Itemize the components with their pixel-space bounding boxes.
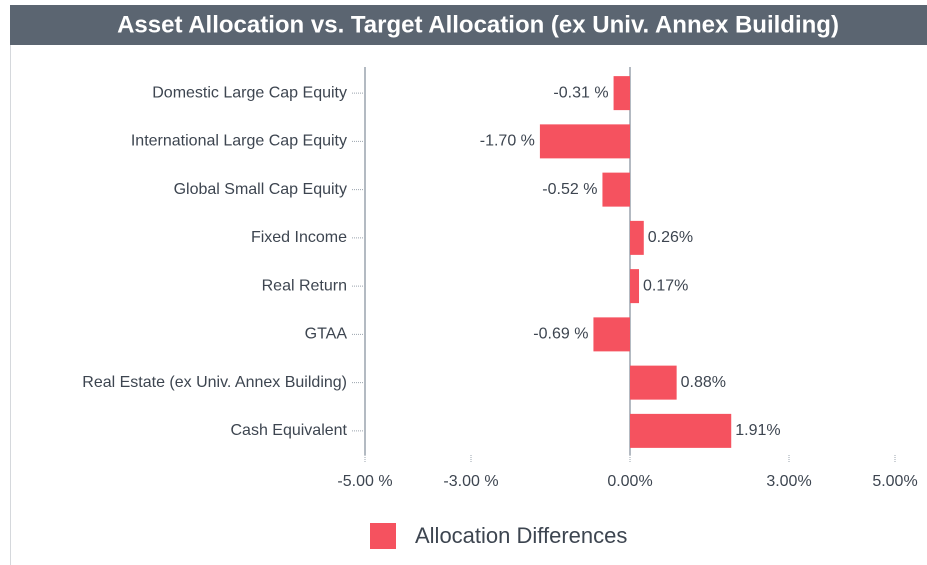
y-tick-label: GTAA — [305, 326, 348, 343]
title-bar — [10, 5, 927, 45]
x-tick-label: 3.00% — [766, 473, 811, 490]
data-label: -1.70 % — [480, 133, 535, 150]
bar — [630, 269, 640, 304]
bar — [539, 124, 630, 159]
data-label: -0.69 % — [533, 326, 588, 343]
bar — [630, 413, 732, 448]
bar — [602, 172, 630, 207]
bar — [630, 220, 644, 255]
bar — [630, 365, 677, 400]
data-label: 1.91% — [735, 422, 780, 439]
y-tick-label: Global Small Cap Equity — [174, 181, 347, 198]
chart-title: Asset Allocation vs. Target Allocation (… — [117, 11, 839, 38]
y-tick-label: Fixed Income — [251, 229, 347, 246]
data-label: 0.17% — [643, 277, 688, 294]
y-tick-label: Domestic Large Cap Equity — [152, 84, 347, 101]
x-tick-label: -5.00 % — [337, 473, 392, 490]
data-label: -0.31 % — [553, 84, 608, 101]
y-tick-label: Cash Equivalent — [230, 422, 347, 439]
legend-label: Allocation Differences — [415, 523, 627, 548]
y-tick-label: Real Estate (ex Univ. Annex Building) — [82, 374, 347, 391]
data-label: 0.26% — [648, 229, 693, 246]
y-tick-label: International Large Cap Equity — [131, 133, 347, 150]
x-tick-label: -3.00 % — [443, 473, 498, 490]
y-tick-label: Real Return — [262, 277, 347, 294]
x-tick-label: 0.00% — [607, 473, 652, 490]
data-label: -0.52 % — [542, 181, 597, 198]
bar — [593, 317, 630, 352]
x-tick-label: 5.00% — [872, 473, 917, 490]
data-label: 0.88% — [681, 374, 726, 391]
legend-swatch — [370, 523, 396, 549]
bar — [613, 76, 630, 111]
